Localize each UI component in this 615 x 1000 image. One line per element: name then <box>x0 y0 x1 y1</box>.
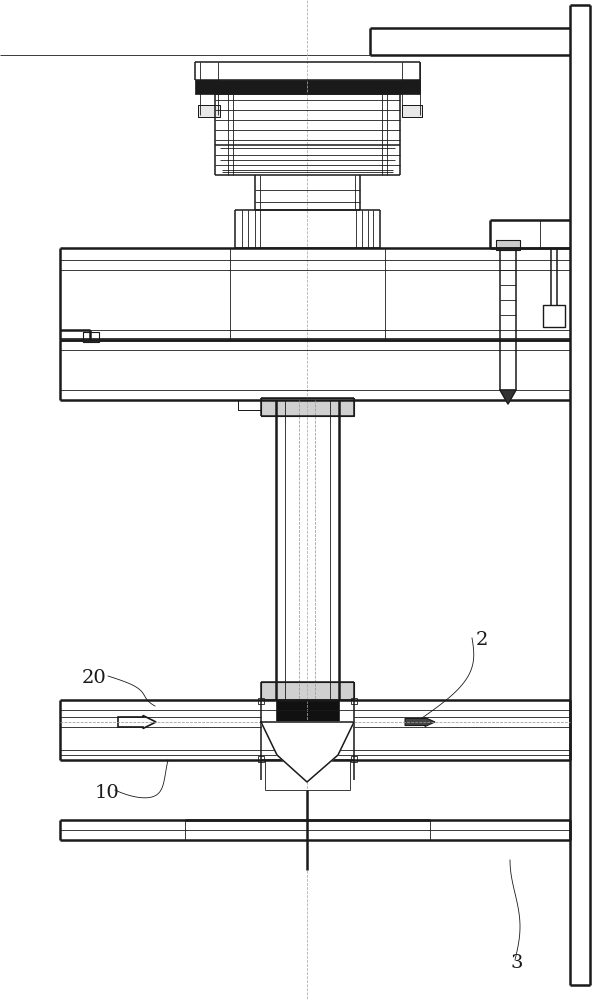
Text: 2: 2 <box>476 631 488 649</box>
Bar <box>195 80 420 94</box>
Bar <box>258 756 264 762</box>
Bar <box>238 400 261 410</box>
Text: 20: 20 <box>82 669 107 687</box>
Bar <box>402 105 422 117</box>
Polygon shape <box>261 722 354 782</box>
Bar <box>543 305 565 327</box>
Bar <box>351 756 357 762</box>
FancyArrow shape <box>405 718 435 726</box>
Bar <box>83 332 99 342</box>
Bar <box>276 700 339 722</box>
Text: 10: 10 <box>95 784 120 802</box>
Text: 3: 3 <box>510 954 523 972</box>
Bar <box>198 105 220 117</box>
Polygon shape <box>500 390 516 404</box>
Bar <box>261 682 354 700</box>
Bar <box>496 240 520 250</box>
Bar <box>258 698 264 704</box>
Bar <box>261 398 354 416</box>
FancyArrow shape <box>118 716 156 728</box>
Bar <box>351 698 357 704</box>
